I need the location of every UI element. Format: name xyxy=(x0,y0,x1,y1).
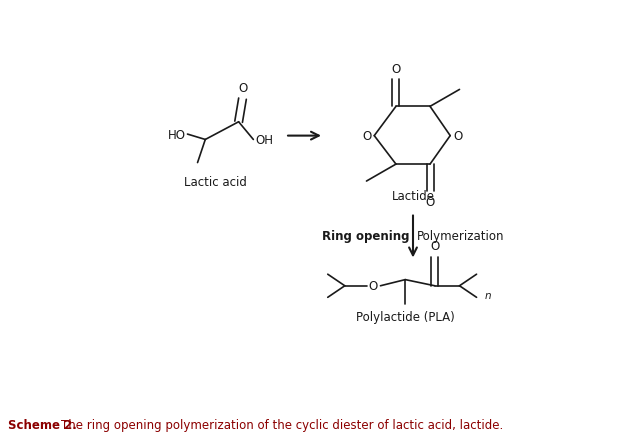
Text: Polymerization: Polymerization xyxy=(417,230,505,243)
Text: O: O xyxy=(369,279,378,293)
Text: O: O xyxy=(391,63,401,76)
Text: O: O xyxy=(426,196,434,209)
Text: Ring opening: Ring opening xyxy=(322,230,409,243)
Text: O: O xyxy=(430,240,440,253)
Text: O: O xyxy=(238,82,247,95)
Text: The ring opening polymerization of the cyclic diester of lactic acid, lactide.: The ring opening polymerization of the c… xyxy=(61,418,503,431)
Text: HO: HO xyxy=(168,128,186,141)
Text: Polylactide (PLA): Polylactide (PLA) xyxy=(356,311,455,323)
Text: Lactic acid: Lactic acid xyxy=(184,176,247,189)
Text: O: O xyxy=(454,130,463,143)
Text: O: O xyxy=(362,130,371,143)
Text: Scheme 2.: Scheme 2. xyxy=(8,418,77,431)
Text: Lactide: Lactide xyxy=(392,190,434,203)
Text: n: n xyxy=(484,290,491,300)
Text: OH: OH xyxy=(255,134,273,147)
